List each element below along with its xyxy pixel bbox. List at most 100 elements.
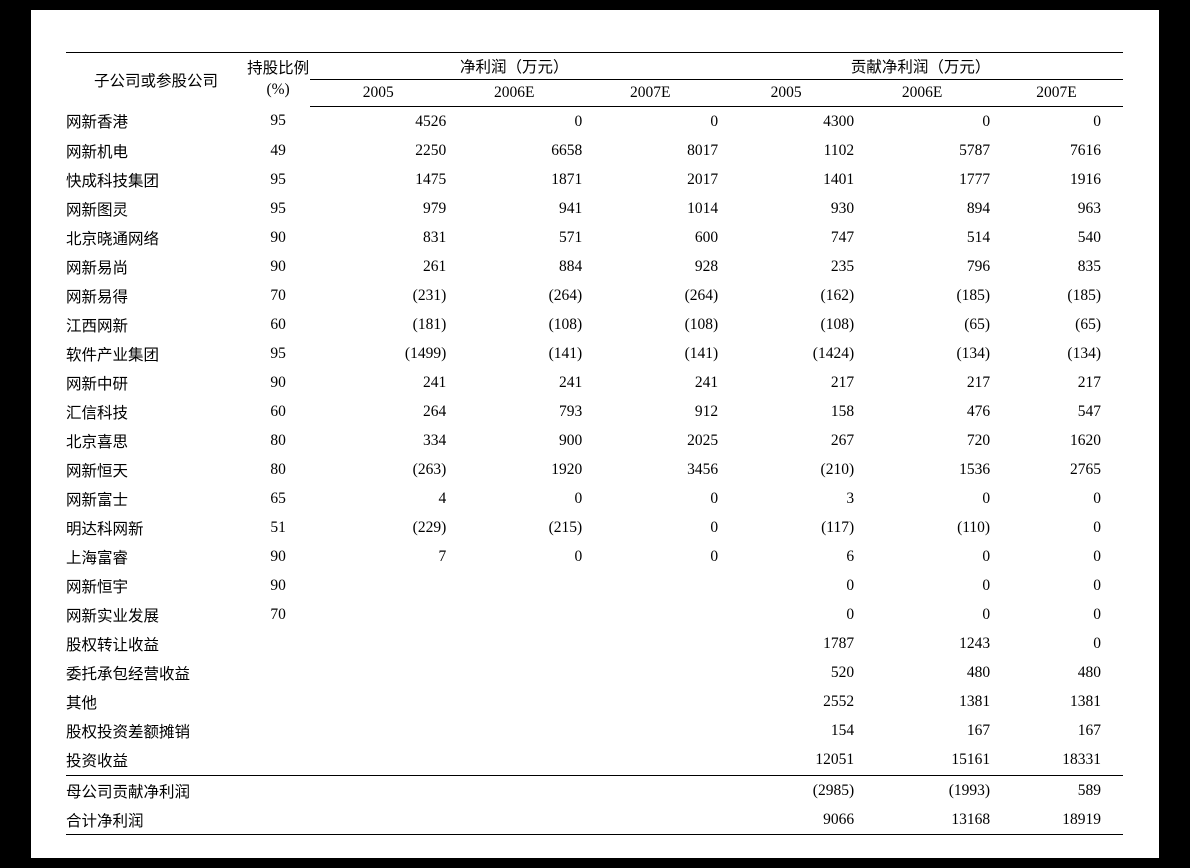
cell-shareholding-pct (245, 775, 311, 805)
cell-company-name: 网新图灵 (66, 201, 129, 219)
cell-contributed-profit-0: 1102 (823, 141, 855, 159)
cell-contributed-profit-1: 167 (966, 721, 991, 739)
cell-net-profit-1: (215) (548, 518, 583, 536)
cell-net-profit-2 (582, 745, 718, 776)
cell-contributed-profit-0: (117) (821, 518, 855, 536)
cell-net-profit-1 (446, 745, 582, 776)
cell-company-name: 投资收益 (66, 753, 129, 770)
cell-contributed-profit-0: (108) (820, 315, 855, 333)
cell-net-profit-1: (108) (548, 315, 583, 333)
table-row: 网新图灵 95 979 941 1014 930 894 963 (66, 194, 1123, 223)
cell-net-profit-0 (310, 775, 447, 805)
cell-shareholding-pct: 90 (270, 547, 286, 565)
cell-contributed-profit-1: 720 (966, 431, 991, 449)
cell-company-name: 网新富士 (66, 491, 129, 509)
cell-net-profit-1: 884 (558, 257, 583, 275)
cell-net-profit-1: 1920 (551, 460, 583, 478)
cell-shareholding-pct: 90 (270, 228, 286, 246)
cell-contributed-profit-0: 154 (830, 721, 855, 739)
cell-contributed-profit-0: 158 (830, 402, 855, 420)
cell-company-name: 网新机电 (66, 143, 129, 161)
cell-contributed-profit-1: 796 (966, 257, 991, 275)
cell-contributed-profit-1: 217 (966, 373, 991, 391)
cell-contributed-profit-2: 1916 (1070, 170, 1101, 188)
cell-shareholding-pct (246, 658, 310, 687)
cell-contributed-profit-1: 476 (966, 402, 991, 420)
cell-shareholding-pct: 95 (270, 170, 286, 188)
cell-net-profit-0: (263) (412, 460, 447, 478)
cell-net-profit-2 (582, 716, 718, 745)
cell-company-name: 明达科网新 (66, 520, 144, 538)
cell-net-profit-1: 0 (574, 489, 583, 507)
column-header-contrib-2007e: 2007E (990, 79, 1123, 107)
cell-shareholding-pct: 90 (270, 576, 286, 594)
cell-net-profit-2: 1014 (687, 199, 719, 217)
table-row: 网新香港 95 4526 0 0 4300 0 0 (66, 107, 1123, 137)
cell-shareholding-pct: 51 (270, 518, 286, 536)
cell-company-name: 合计净利润 (66, 805, 246, 835)
cell-company-name: 江西网新 (66, 317, 129, 335)
cell-net-profit-1 (446, 687, 582, 716)
table-row-total: 投资收益 12051 15161 18331 (66, 745, 1123, 776)
table-row: 明达科网新 51 (229) (215) 0 (117) (110) 0 (66, 513, 1123, 542)
table-row: 网新中研 90 241 241 241 217 217 217 (66, 368, 1123, 397)
cell-company-name: 网新恒宇 (66, 578, 129, 596)
cell-contributed-profit-2: 1620 (1070, 431, 1101, 449)
cell-contributed-profit-0: 930 (830, 199, 855, 217)
shareholding-label-line1: 持股比例 (247, 60, 310, 78)
cell-net-profit-2 (582, 775, 719, 805)
subsidiary-profit-table: 子公司或参股公司 持股比例 (%) 净利润（万元） 贡献净利润（万元） 2005… (66, 52, 1123, 835)
cell-shareholding-pct (245, 805, 311, 835)
cell-shareholding-pct: 49 (270, 141, 286, 159)
cell-company-name: 股权投资差额摊销 (66, 723, 191, 741)
cell-net-profit-1: 571 (558, 228, 583, 246)
table-row: 网新机电 49 2250 6658 8017 1102 5787 7616 (66, 136, 1123, 165)
cell-company-name: 网新实业发展 (66, 607, 160, 625)
cell-contributed-profit-1: (185) (956, 286, 991, 304)
cell-net-profit-2: 0 (710, 112, 719, 130)
cell-shareholding-pct: 80 (270, 460, 286, 478)
column-header-net-2005: 2005 (310, 79, 447, 107)
cell-contributed-profit-1: 894 (966, 199, 991, 217)
table-row: 网新富士 65 4 0 0 3 0 0 (66, 484, 1123, 513)
cell-net-profit-2: 241 (694, 373, 719, 391)
cell-shareholding-pct (246, 716, 310, 745)
cell-net-profit-2 (582, 629, 718, 658)
table-row: 股权转让收益 1787 1243 0 (66, 629, 1123, 658)
cell-net-profit-2: 3456 (687, 460, 719, 478)
cell-net-profit-2 (582, 600, 718, 629)
cell-shareholding-pct: 90 (270, 257, 286, 275)
cell-company-name: 股权转让收益 (66, 636, 160, 654)
cell-net-profit-0: 979 (423, 199, 447, 217)
cell-contributed-profit-0: (2985) (718, 775, 855, 805)
column-group-header-contributed-profit: 贡献净利润（万元） (718, 52, 1123, 80)
cell-net-profit-1 (446, 571, 582, 600)
cell-shareholding-pct: 95 (270, 344, 286, 362)
table-row-footer: 母公司贡献净利润 (2985) (1993) 589 (66, 775, 1123, 805)
cell-net-profit-0 (310, 600, 446, 629)
cell-contributed-profit-0: 747 (830, 228, 855, 246)
cell-company-name: 上海富睿 (66, 549, 129, 567)
cell-net-profit-1 (446, 716, 582, 745)
cell-net-profit-1 (446, 775, 583, 805)
cell-company-name: 软件产业集团 (66, 346, 160, 364)
cell-contributed-profit-2: 0 (1093, 605, 1101, 623)
cell-net-profit-2: (141) (684, 344, 719, 362)
table-row: 网新恒天 80 (263) 1920 3456 (210) 1536 2765 (66, 455, 1123, 484)
cell-contributed-profit-2: 0 (1093, 112, 1101, 130)
shareholding-label-line2: (%) (266, 80, 290, 98)
cell-net-profit-1: (264) (548, 286, 583, 304)
cell-shareholding-pct: 80 (270, 431, 286, 449)
cell-contributed-profit-2: 0 (1093, 576, 1101, 594)
cell-company-name: 网新中研 (66, 375, 129, 393)
cell-contributed-profit-1: (110) (957, 518, 991, 536)
table-row: 网新易得 70 (231) (264) (264) (162) (185) (185) (66, 281, 1123, 310)
cell-net-profit-1: 6658 (551, 141, 583, 159)
cell-contributed-profit-1: 1536 (959, 460, 991, 478)
cell-net-profit-1 (446, 805, 583, 835)
cell-company-name: 网新易得 (66, 288, 129, 306)
cell-net-profit-2: 2017 (687, 170, 719, 188)
cell-shareholding-pct: 70 (270, 286, 286, 304)
cell-company-name: 网新恒天 (66, 462, 129, 480)
